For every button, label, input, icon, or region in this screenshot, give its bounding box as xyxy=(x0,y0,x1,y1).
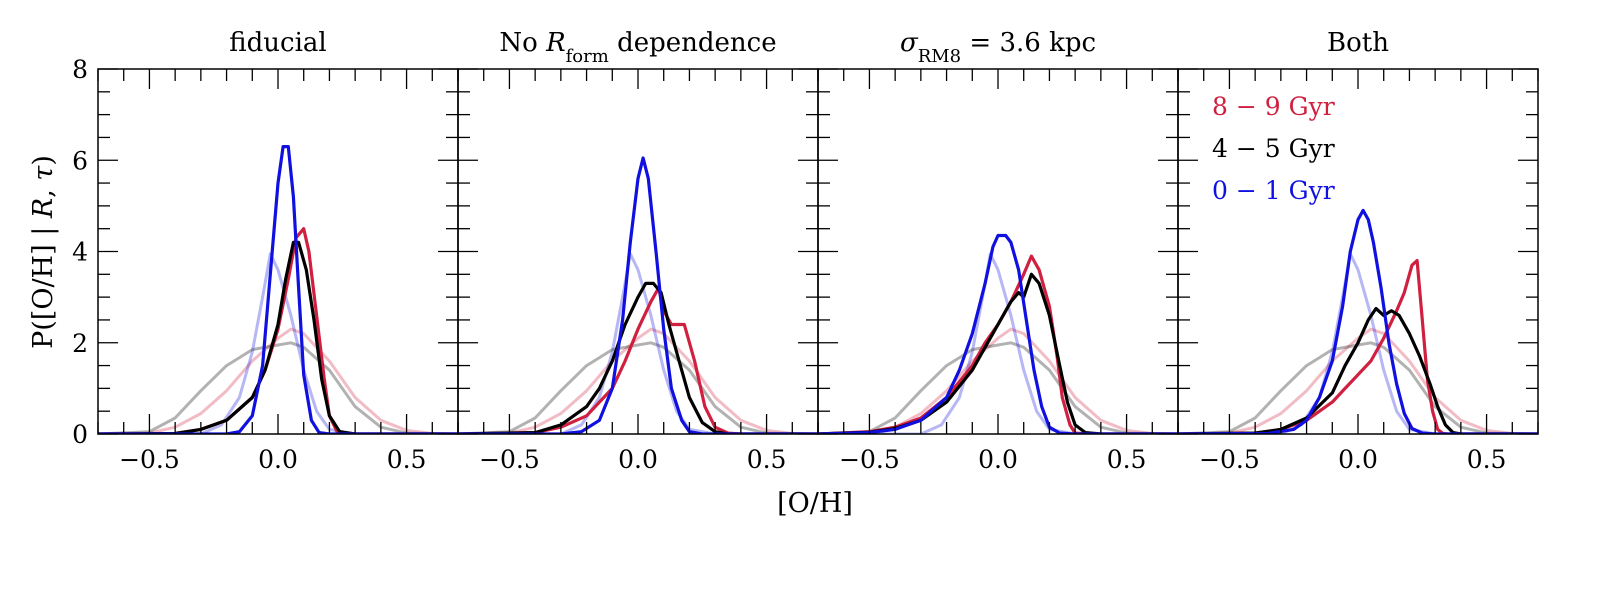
legend: 8 − 9 Gyr 4 − 5 Gyr 0 − 1 Gyr xyxy=(1212,92,1335,205)
series-line xyxy=(98,145,458,434)
series-line xyxy=(458,156,818,434)
reference-line xyxy=(818,252,1178,434)
panels: fiducial −0.5 0.0 0.5 0 2 4 6 8 No Rform dependen… xyxy=(72,28,1539,474)
x-tick-label: −0.5 xyxy=(479,445,540,474)
x-tick-label: 0.0 xyxy=(258,445,298,474)
curves xyxy=(98,145,458,434)
series-line xyxy=(818,272,1178,434)
reference-line xyxy=(1178,327,1538,434)
x-tick-label: 0.0 xyxy=(1338,445,1378,474)
reference-line xyxy=(458,341,818,434)
reference-line xyxy=(1178,341,1538,434)
plot-frame xyxy=(457,68,819,435)
plot-frame xyxy=(817,68,1179,435)
series-line xyxy=(98,240,458,434)
x-tick-label: −0.5 xyxy=(839,445,900,474)
y-tick-label: 2 xyxy=(72,329,88,358)
series-line xyxy=(458,281,818,434)
x-tick-label: 0.0 xyxy=(978,445,1018,474)
y-tick-label: 6 xyxy=(72,146,88,175)
series-line xyxy=(1178,259,1538,434)
panel-title: σRM8 = 3.6 kpc xyxy=(900,28,1096,67)
series-line xyxy=(818,254,1178,434)
y-tick-label: 4 xyxy=(72,238,88,267)
y-tick-label: 8 xyxy=(72,55,88,84)
x-tick-label: 0.5 xyxy=(1467,445,1507,474)
curves xyxy=(818,233,1178,434)
plot-frame xyxy=(97,68,459,435)
panel-title: fiducial xyxy=(229,28,326,58)
reference-line xyxy=(98,327,458,434)
panel-2: No Rform dependence −0.5 0.0 0.5 xyxy=(457,28,819,474)
panel-title: No Rform dependence xyxy=(499,28,776,67)
y-tick-label: 0 xyxy=(72,420,88,449)
series-line xyxy=(1178,208,1538,434)
x-tick-label: −0.5 xyxy=(119,445,180,474)
panel-4: Both −0.5 0.0 0.5 8 − 9 Gyr 4 − 5 Gyr 0 − 1 Gy… xyxy=(1177,28,1539,474)
y-axis-label: P([O/H] | R, τ) xyxy=(28,155,59,349)
x-axis-label: [O/H] xyxy=(777,488,853,519)
curves xyxy=(458,156,818,434)
legend-entry: 0 − 1 Gyr xyxy=(1212,176,1335,205)
series-line xyxy=(458,286,818,434)
x-tick-label: 0.5 xyxy=(387,445,427,474)
legend-entry: 8 − 9 Gyr xyxy=(1212,92,1335,121)
panel-3: σRM8 = 3.6 kpc −0.5 0.0 0.5 xyxy=(817,28,1179,474)
plot-frame xyxy=(1177,68,1539,435)
panel-title: Both xyxy=(1327,28,1389,58)
series-line xyxy=(98,227,458,434)
legend-entry: 4 − 5 Gyr xyxy=(1212,134,1335,163)
reference-line xyxy=(458,327,818,434)
x-tick-label: 0.0 xyxy=(618,445,658,474)
x-tick-label: 0.5 xyxy=(747,445,787,474)
series-line xyxy=(818,233,1178,434)
curves xyxy=(1178,208,1538,434)
panel-1: fiducial −0.5 0.0 0.5 0 2 4 6 8 xyxy=(72,28,459,474)
x-tick-label: −0.5 xyxy=(1199,445,1260,474)
reference-line xyxy=(818,341,1178,434)
reference-line xyxy=(98,341,458,434)
x-tick-label: 0.5 xyxy=(1107,445,1147,474)
